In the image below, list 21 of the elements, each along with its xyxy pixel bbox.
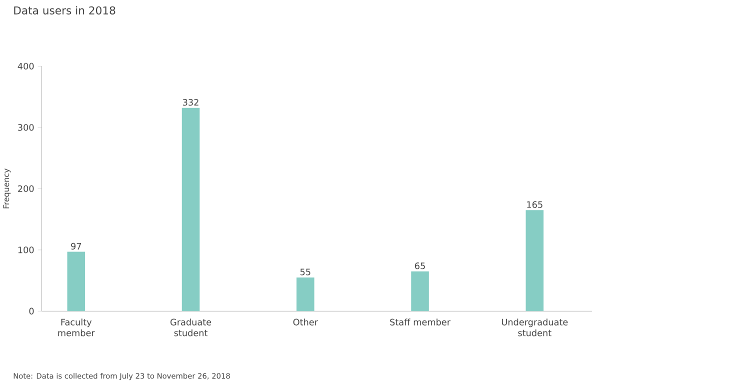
bar (182, 108, 200, 312)
data-label: 65 (415, 262, 425, 270)
data-label: 55 (300, 268, 310, 276)
x-tick-label: Undergraduate student (502, 318, 568, 336)
data-label: 332 (182, 98, 198, 106)
y-tick-label: 200 (18, 185, 34, 192)
bar (526, 210, 544, 312)
bar (67, 252, 86, 312)
y-tick-label: 400 (18, 62, 34, 70)
data-label: 97 (71, 242, 82, 250)
y-tick-label: 0 (29, 308, 34, 314)
bar (296, 277, 314, 312)
data-label: 165 (527, 201, 542, 208)
bar (411, 271, 429, 312)
x-tick-label: Other (293, 318, 318, 326)
y-tick-label: 300 (18, 124, 34, 131)
x-tick-label: Faculty member (58, 318, 95, 336)
chart-title: Data users in 2018 (14, 6, 116, 14)
y-tick-label: 100 (18, 246, 34, 254)
x-tick-label: Staff member (390, 318, 451, 326)
x-tick-label: Graduate student (170, 318, 212, 336)
